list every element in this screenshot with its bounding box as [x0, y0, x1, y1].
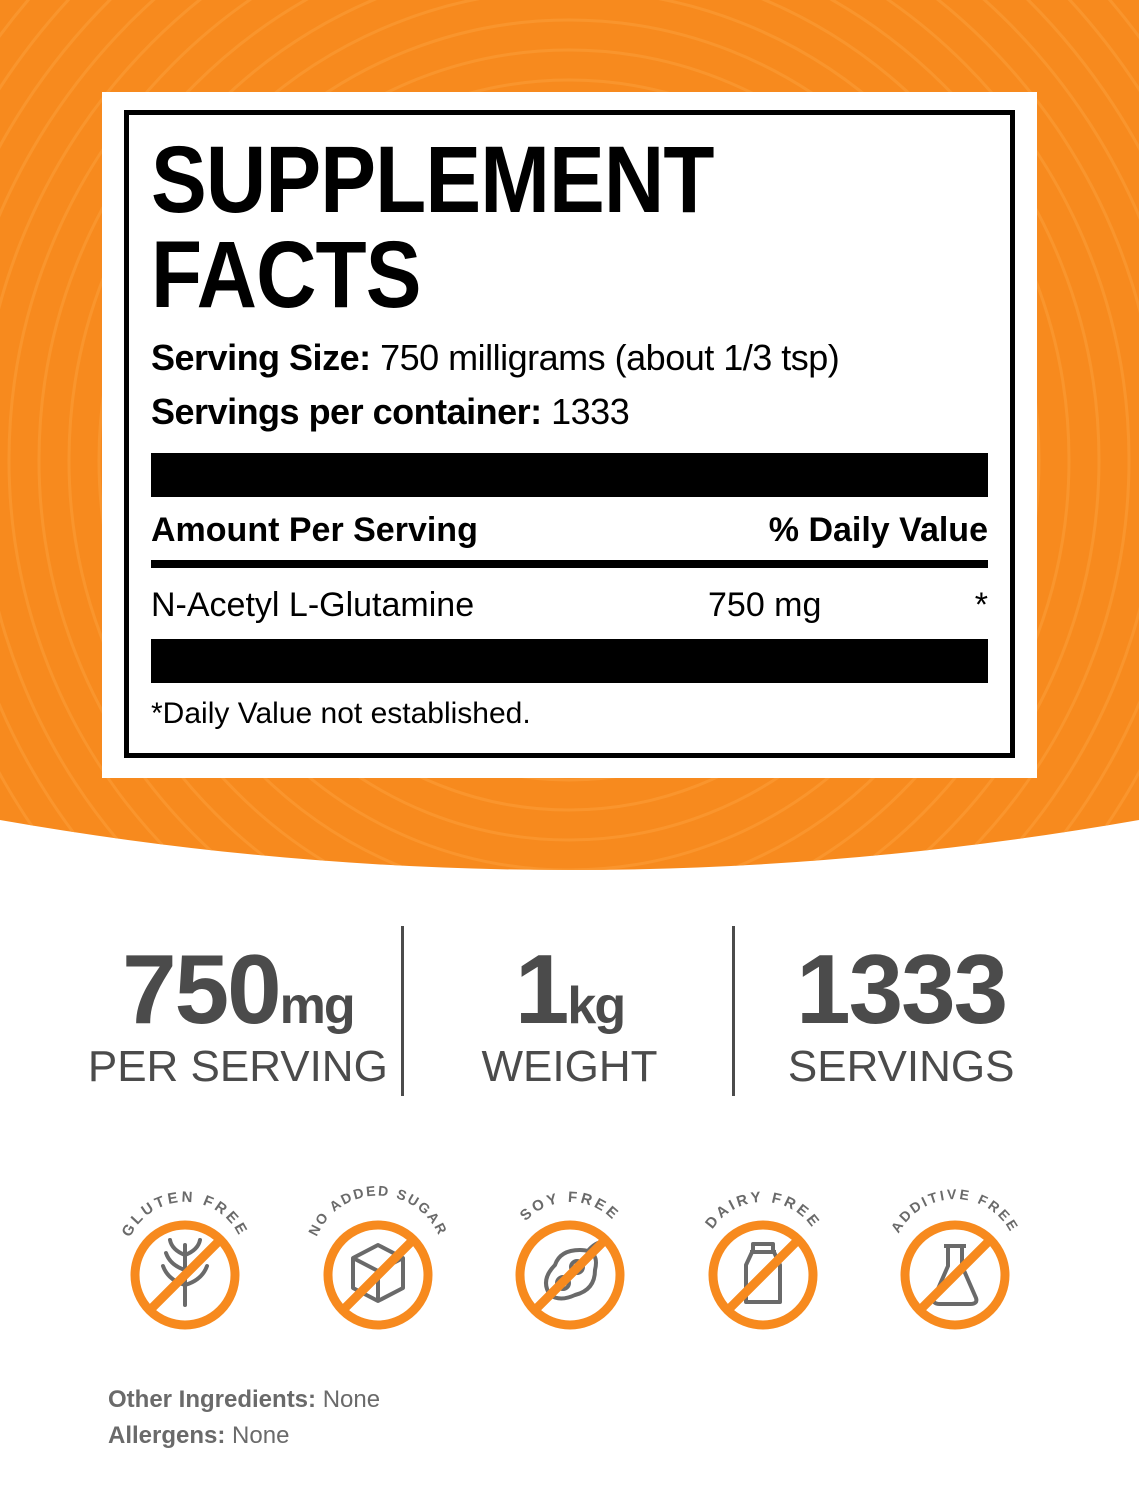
servings-per-line: Servings per container: 1333 [151, 385, 988, 439]
stat-unit-0: mg [280, 977, 354, 1035]
column-header-row: Amount Per Serving % Daily Value [151, 497, 988, 568]
badge-soy-free: SOY FREE [485, 1170, 655, 1340]
stat-servings: 1333 SERVINGS [735, 940, 1067, 1092]
badge-label-2: SOY FREE [517, 1189, 623, 1225]
stat-label-2: SERVINGS [735, 1042, 1067, 1092]
badge-label-1: NO ADDED SUGAR [304, 1182, 450, 1238]
svg-text:SOY FREE: SOY FREE [517, 1189, 623, 1225]
badges-row: GLUTEN FREE NO ADDED SUGAR [100, 1170, 1040, 1340]
allergens-line: Allergens: None [108, 1418, 380, 1454]
col-amount-header: Amount Per Serving [151, 511, 478, 550]
ingredient-dv: * [928, 586, 988, 625]
svg-text:GLUTEN FREE: GLUTEN FREE [118, 1189, 251, 1240]
ingredient-amount: 750 mg [708, 586, 928, 625]
thick-bar-bottom [151, 639, 988, 683]
badge-additive-free: ADDITIVE FREE [870, 1170, 1040, 1340]
stats-row: 750mg PER SERVING 1kg WEIGHT 1333 SERVIN… [72, 940, 1067, 1092]
thick-bar-top [151, 453, 988, 497]
footer-lines: Other Ingredients: None Allergens: None [108, 1382, 380, 1454]
servings-per-label: Servings per container: [151, 391, 542, 432]
stat-label-1: WEIGHT [404, 1042, 736, 1092]
serving-size-line: Serving Size: 750 milligrams (about 1/3 … [151, 331, 988, 385]
ingredient-name: N-Acetyl L-Glutamine [151, 586, 708, 625]
serving-size-value: 750 milligrams (about 1/3 tsp) [380, 337, 839, 378]
serving-size-label: Serving Size: [151, 337, 371, 378]
allergens-label: Allergens: [108, 1422, 225, 1449]
stat-unit-1: kg [567, 977, 624, 1035]
svg-text:NO ADDED SUGAR: NO ADDED SUGAR [304, 1182, 450, 1238]
other-ingredients-line: Other Ingredients: None [108, 1382, 380, 1418]
stat-per-serving: 750mg PER SERVING [72, 940, 404, 1092]
supplement-facts-panel: SUPPLEMENT FACTS Serving Size: 750 milli… [102, 92, 1037, 778]
dv-footnote: *Daily Value not established. [151, 683, 988, 735]
stat-weight: 1kg WEIGHT [404, 940, 736, 1092]
stat-value-1: 1 [515, 934, 568, 1044]
badge-no-added-sugar: NO ADDED SUGAR [293, 1170, 463, 1340]
allergens-value: None [232, 1422, 289, 1449]
stat-value-0: 750 [122, 934, 280, 1044]
badge-label-0: GLUTEN FREE [118, 1189, 251, 1240]
servings-per-value: 1333 [551, 391, 629, 432]
badge-dairy-free: DAIRY FREE [678, 1170, 848, 1340]
other-ingredients-value: None [323, 1386, 380, 1413]
supplement-facts-border: SUPPLEMENT FACTS Serving Size: 750 milli… [124, 110, 1015, 758]
ingredient-row: N-Acetyl L-Glutamine 750 mg * [151, 568, 988, 639]
stat-value-2: 1333 [796, 934, 1006, 1044]
other-ingredients-label: Other Ingredients: [108, 1386, 316, 1413]
facts-title: SUPPLEMENT FACTS [151, 115, 888, 331]
col-dv-header: % Daily Value [769, 511, 988, 550]
stat-label-0: PER SERVING [72, 1042, 404, 1092]
badge-gluten-free: GLUTEN FREE [100, 1170, 270, 1340]
